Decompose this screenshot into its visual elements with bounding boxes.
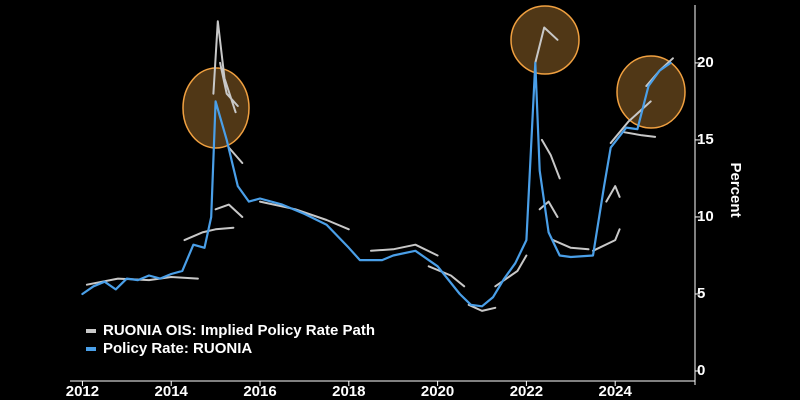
y-tick-label: 5 xyxy=(697,285,705,302)
highlight-circle xyxy=(616,55,686,129)
x-tick-label: 2018 xyxy=(332,383,365,400)
x-tick-label: 2020 xyxy=(421,383,454,400)
x-tick-label: 2012 xyxy=(66,383,99,400)
x-tick-label: 2024 xyxy=(598,383,632,400)
x-tick-label: 2022 xyxy=(510,383,543,400)
x-tick-label: 2016 xyxy=(243,383,276,400)
y-axis-label: Percent xyxy=(727,162,744,217)
y-tick-label: 20 xyxy=(697,54,714,71)
highlight-circle xyxy=(510,5,580,75)
series-line xyxy=(81,61,672,308)
legend-label: Policy Rate: RUONIA xyxy=(103,340,252,357)
x-tick-label: 2014 xyxy=(155,383,189,400)
y-tick-label: 0 xyxy=(697,362,705,379)
series-line xyxy=(85,20,674,312)
y-tick-label: 10 xyxy=(697,208,714,225)
y-tick-label: 15 xyxy=(697,131,714,148)
legend-label: RUONIA OIS: Implied Policy Rate Path xyxy=(103,322,375,339)
